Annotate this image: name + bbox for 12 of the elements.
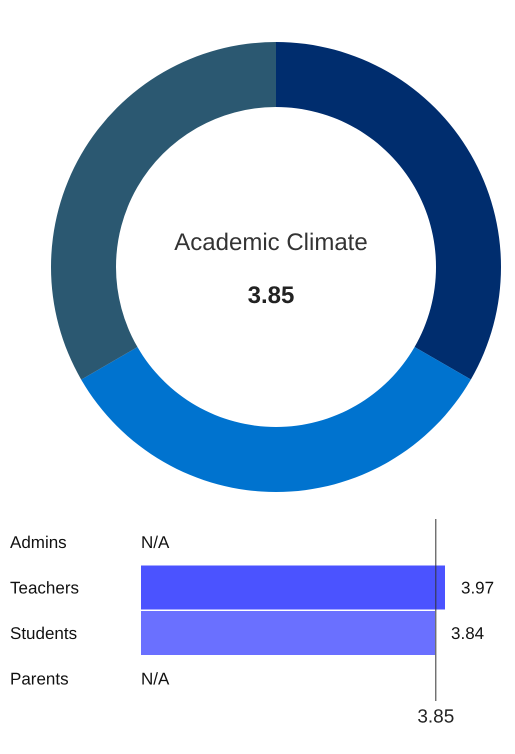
- donut-slice: [81, 346, 471, 492]
- text: Academic Climate: [174, 229, 368, 256]
- y-tick-label: Teachers: [10, 578, 79, 598]
- data-label: 3.84: [451, 624, 484, 643]
- y-tick-label: Students: [10, 624, 78, 643]
- text: 3.85: [248, 282, 294, 309]
- text: N/A: [141, 669, 170, 688]
- y-tick-label: Admins: [10, 532, 67, 552]
- text: N/A: [141, 532, 170, 552]
- data-label: 3.97: [461, 578, 494, 598]
- ref-line-label: 3.85: [417, 706, 454, 728]
- y-tick-label: Parents: [10, 669, 69, 688]
